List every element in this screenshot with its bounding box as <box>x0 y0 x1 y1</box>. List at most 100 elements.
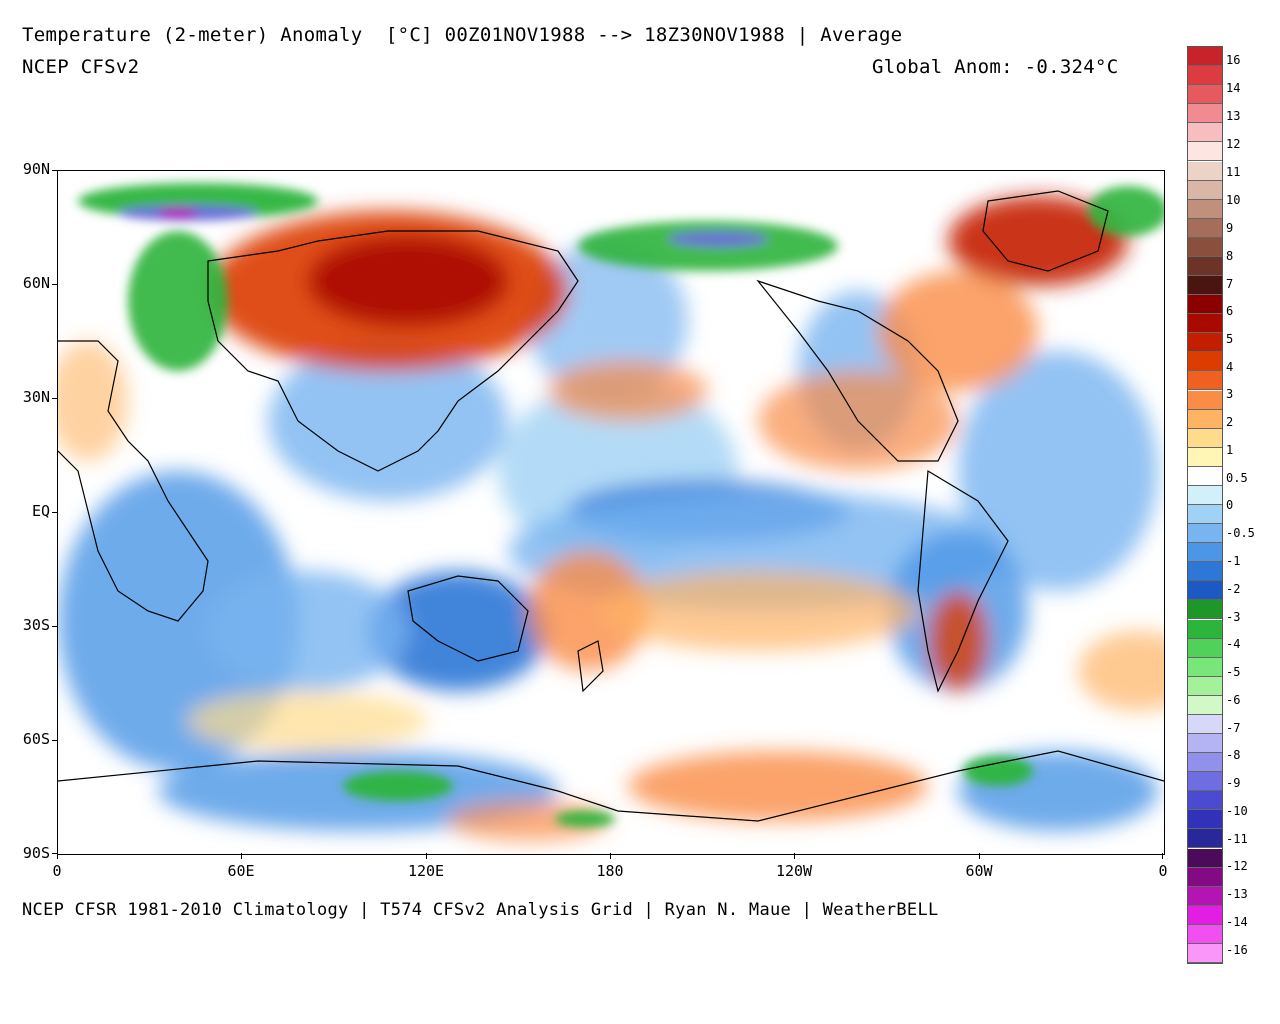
colorbar-segment <box>1188 295 1222 315</box>
lat-tick <box>52 512 58 513</box>
colorbar-segment <box>1188 142 1222 162</box>
lat-label-30n: 30N <box>22 388 50 406</box>
lat-label-30s: 30S <box>22 616 50 634</box>
colorbar-segment <box>1188 791 1222 811</box>
colorbar-label: 13 <box>1226 109 1241 123</box>
lon-tick <box>979 853 980 859</box>
anomaly-map-canvas <box>58 171 1164 854</box>
lat-label-60n: 60N <box>22 274 50 292</box>
colorbar-segment <box>1188 199 1222 219</box>
colorbar-label: -0.5 <box>1226 526 1255 540</box>
lon-tick <box>241 853 242 859</box>
colorbar-segment <box>1188 753 1222 773</box>
colorbar-segment <box>1188 772 1222 792</box>
colorbar-segment <box>1188 543 1222 563</box>
colorbar-segment <box>1188 256 1222 276</box>
anomaly-map <box>57 170 1165 855</box>
colorbar-label: 1 <box>1226 443 1234 457</box>
colorbar-label: -16 <box>1226 943 1248 957</box>
lon-label-0-east: 0 <box>1158 862 1168 880</box>
lat-tick <box>52 626 58 627</box>
lat-label-60s: 60S <box>22 730 50 748</box>
lat-label-90s: 90S <box>22 844 50 862</box>
colorbar-segment <box>1188 333 1222 353</box>
colorbar-label: -4 <box>1226 637 1241 651</box>
lon-tick <box>794 853 795 859</box>
colorbar-label: 11 <box>1226 165 1241 179</box>
colorbar-segment <box>1188 371 1222 391</box>
colorbar-segment <box>1188 562 1222 582</box>
lat-tick <box>52 170 58 171</box>
colorbar-segment <box>1188 600 1222 620</box>
coastlines <box>58 190 1164 822</box>
lon-label-60w: 60W <box>965 862 993 880</box>
lat-label-90n: 90N <box>22 160 50 178</box>
colorbar-label: -14 <box>1226 915 1248 929</box>
colorbar-label: 6 <box>1226 304 1234 318</box>
colorbar-segment <box>1188 638 1222 658</box>
map-title: Temperature (2-meter) Anomaly [°C] 00Z01… <box>22 24 903 46</box>
colorbar-segment <box>1188 848 1222 868</box>
colorbar-segment <box>1188 676 1222 696</box>
colorbar-segment <box>1188 657 1222 677</box>
colorbar-segment <box>1188 409 1222 429</box>
colorbar-segment <box>1188 810 1222 830</box>
lon-tick <box>426 853 427 859</box>
lon-tick <box>1162 853 1163 859</box>
colorbar-segment <box>1188 237 1222 257</box>
colorbar-segment <box>1188 734 1222 754</box>
colorbar-label: 5 <box>1226 332 1234 346</box>
colorbar-segment <box>1188 714 1222 734</box>
colorbar-segment <box>1188 390 1222 410</box>
strong-cold-fields <box>78 183 1164 827</box>
lon-tick <box>610 853 611 859</box>
colorbar-segment <box>1188 314 1222 334</box>
colorbar-segment <box>1188 905 1222 925</box>
colorbar-segment <box>1188 276 1222 296</box>
colorbar-segment <box>1188 180 1222 200</box>
colorbar-label: -11 <box>1226 832 1248 846</box>
colorbar-segment <box>1188 66 1222 86</box>
colorbar-label: 3 <box>1226 387 1234 401</box>
colorbar-label: 0 <box>1226 498 1234 512</box>
colorbar-segment <box>1188 943 1222 963</box>
colorbar-label: -1 <box>1226 554 1241 568</box>
colorbar-label: 9 <box>1226 221 1234 235</box>
colorbar-label: 12 <box>1226 137 1241 151</box>
credits-footer: NCEP CFSR 1981-2010 Climatology | T574 C… <box>22 900 939 920</box>
colorbar-label: -8 <box>1226 748 1241 762</box>
colorbar-segment <box>1188 581 1222 601</box>
colorbar-label: -5 <box>1226 665 1241 679</box>
colorbar-segment <box>1188 485 1222 505</box>
lon-label-180: 180 <box>596 862 624 880</box>
colorbar-segment <box>1188 218 1222 238</box>
lon-label-120w: 120W <box>775 862 813 880</box>
colorbar-segment <box>1188 829 1222 849</box>
colorbar-label: 16 <box>1226 53 1241 67</box>
colorbar <box>1187 46 1223 964</box>
colorbar-segment <box>1188 47 1222 67</box>
colorbar-segment <box>1188 85 1222 105</box>
colorbar-label: 10 <box>1226 193 1241 207</box>
colorbar-label: -6 <box>1226 693 1241 707</box>
colorbar-label: -9 <box>1226 776 1241 790</box>
colorbar-label: 0.5 <box>1226 471 1248 485</box>
colorbar-segment <box>1188 466 1222 486</box>
colorbar-label: 8 <box>1226 249 1234 263</box>
colorbar-label: -7 <box>1226 721 1241 735</box>
lon-tick <box>57 853 58 859</box>
colorbar-label: 4 <box>1226 360 1234 374</box>
lat-label-eq: EQ <box>31 502 50 520</box>
colorbar-segment <box>1188 428 1222 448</box>
colorbar-segment <box>1188 695 1222 715</box>
colorbar-segment <box>1188 886 1222 906</box>
colorbar-label: -2 <box>1226 582 1241 596</box>
lon-label-60e: 60E <box>227 862 255 880</box>
colorbar-label: -12 <box>1226 859 1248 873</box>
colorbar-segment <box>1188 161 1222 181</box>
colorbar-label: 7 <box>1226 277 1234 291</box>
colorbar-label: 14 <box>1226 81 1241 95</box>
colorbar-segment <box>1188 867 1222 887</box>
global-anomaly-label: Global Anom: -0.324°C <box>872 56 1119 78</box>
anomaly-fields <box>58 196 1164 841</box>
